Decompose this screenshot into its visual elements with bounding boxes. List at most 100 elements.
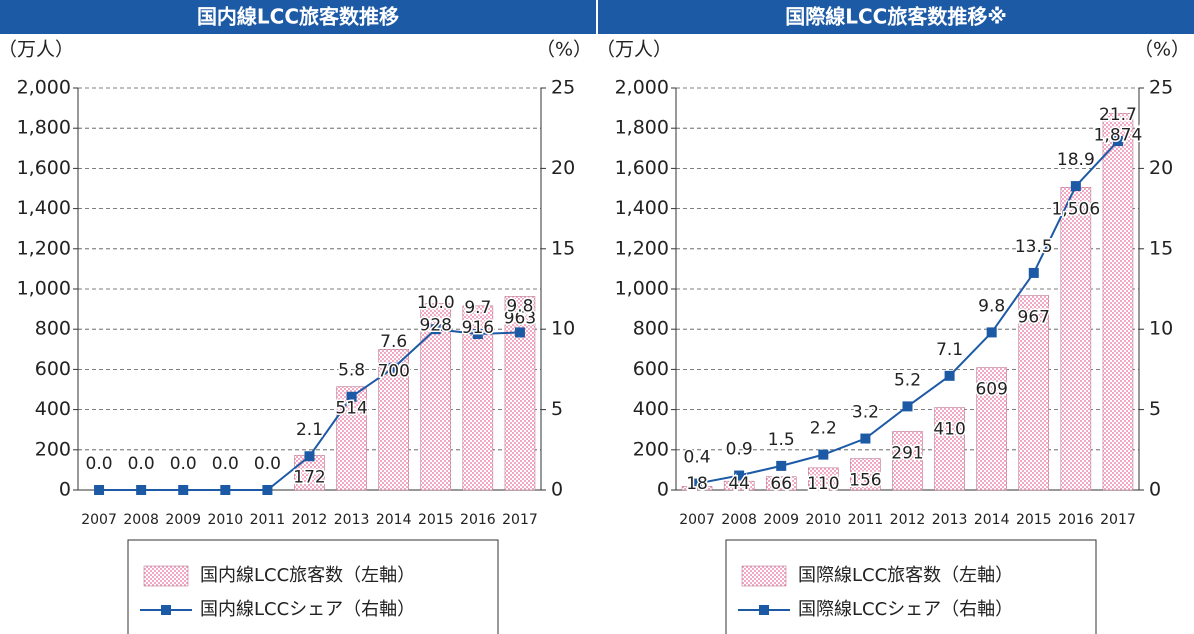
y2-tick-label: 0 bbox=[1149, 479, 1161, 501]
legend-marker bbox=[161, 605, 171, 615]
share-value-label: 7.1 bbox=[936, 340, 963, 360]
share-value-label: 0.0 bbox=[86, 454, 113, 474]
x-tick-label: 2016 bbox=[460, 512, 496, 528]
y-tick-label: 1,800 bbox=[615, 117, 669, 139]
y-tick-label: 0 bbox=[657, 479, 669, 501]
share-value-label: 0.0 bbox=[254, 454, 281, 474]
chart-title: 国際線LCC旅客数推移※ bbox=[785, 5, 1007, 29]
y-tick-label: 1,600 bbox=[17, 157, 71, 179]
bar-value-label: 609 bbox=[975, 380, 1007, 400]
y2-axis-unit: （%） bbox=[1134, 39, 1190, 61]
bar bbox=[976, 367, 1007, 491]
y-tick-label: 600 bbox=[35, 358, 71, 380]
y-tick-label: 200 bbox=[35, 438, 71, 460]
bar-value-label: 291 bbox=[891, 444, 923, 464]
x-tick-label: 2009 bbox=[763, 512, 799, 528]
legend-label: 国内線LCC旅客数（左軸） bbox=[200, 565, 415, 586]
y2-tick-label: 20 bbox=[1149, 157, 1173, 179]
chart-title: 国内線LCC旅客数推移 bbox=[197, 5, 399, 29]
x-tick-label: 2016 bbox=[1058, 512, 1094, 528]
bar-value-label: 967 bbox=[1018, 308, 1050, 328]
bar-value-label: 963 bbox=[504, 308, 536, 328]
bar-value-label: 18 bbox=[686, 474, 708, 494]
legend-label: 国際線LCCシェア（右軸） bbox=[798, 599, 1013, 620]
line-marker bbox=[304, 451, 315, 462]
legend-swatch bbox=[741, 565, 787, 587]
share-value-label: 0.0 bbox=[128, 454, 155, 474]
share-value-label: 9.8 bbox=[978, 296, 1005, 316]
y2-tick-label: 10 bbox=[1149, 318, 1173, 340]
share-value-label: 3.2 bbox=[852, 403, 879, 423]
legend-label: 国際線LCC旅客数（左軸） bbox=[798, 565, 1013, 586]
x-tick-label: 2012 bbox=[890, 512, 926, 528]
x-tick-label: 2010 bbox=[805, 512, 841, 528]
bar bbox=[892, 431, 923, 491]
share-value-label: 13.5 bbox=[1015, 237, 1053, 257]
x-tick-label: 2013 bbox=[334, 512, 370, 528]
bar bbox=[850, 458, 881, 491]
legend-box bbox=[725, 539, 1097, 634]
line-marker bbox=[986, 327, 997, 338]
y-tick-label: 1,200 bbox=[17, 237, 71, 259]
y2-tick-label: 25 bbox=[1149, 77, 1173, 99]
share-value-label: 18.9 bbox=[1057, 150, 1095, 170]
y-tick-label: 800 bbox=[35, 318, 71, 340]
bar bbox=[1060, 187, 1092, 491]
y-tick-label: 800 bbox=[633, 318, 669, 340]
bar-value-label: 66 bbox=[770, 474, 792, 494]
y-tick-label: 2,000 bbox=[17, 77, 71, 99]
y-tick-label: 1,400 bbox=[615, 197, 669, 219]
x-tick-label: 2007 bbox=[679, 512, 715, 528]
y-tick-label: 0 bbox=[59, 479, 71, 501]
y-axis-unit: （万人） bbox=[0, 39, 74, 61]
y-tick-label: 1,000 bbox=[17, 278, 71, 300]
legend-box bbox=[127, 539, 499, 634]
y-tick-label: 200 bbox=[633, 438, 669, 460]
x-tick-label: 2013 bbox=[932, 512, 968, 528]
bar-value-label: 1,874 bbox=[1094, 125, 1143, 145]
x-tick-label: 2014 bbox=[974, 512, 1010, 528]
bar-value-label: 700 bbox=[377, 361, 409, 381]
bar bbox=[723, 480, 755, 491]
y-tick-label: 400 bbox=[633, 398, 669, 420]
line-marker bbox=[220, 485, 231, 495]
line-marker bbox=[944, 370, 955, 381]
share-value-label: 0.0 bbox=[170, 454, 197, 474]
line-marker bbox=[472, 329, 483, 340]
bar-value-label: 1,506 bbox=[1052, 199, 1101, 219]
bar-value-label: 514 bbox=[335, 399, 367, 419]
legend-swatch bbox=[143, 565, 189, 587]
y-axis-unit: （万人） bbox=[596, 39, 672, 61]
bar bbox=[934, 407, 965, 491]
title-bar bbox=[0, 0, 596, 34]
share-value-label: 9.7 bbox=[464, 298, 491, 318]
line-marker bbox=[902, 401, 913, 412]
bar-value-label: 172 bbox=[293, 467, 325, 487]
bar bbox=[1102, 113, 1134, 491]
share-value-label: 9.8 bbox=[506, 296, 533, 316]
y2-tick-label: 10 bbox=[551, 318, 575, 340]
y-tick-label: 600 bbox=[633, 358, 669, 380]
x-tick-label: 2017 bbox=[1100, 512, 1136, 528]
x-tick-label: 2008 bbox=[123, 512, 159, 528]
line-marker bbox=[514, 327, 525, 338]
line-marker bbox=[388, 362, 399, 373]
x-tick-label: 2017 bbox=[502, 512, 538, 528]
y-tick-label: 1,600 bbox=[615, 157, 669, 179]
bar-value-label: 110 bbox=[807, 474, 839, 494]
share-value-label: 7.6 bbox=[380, 332, 407, 352]
share-value-label: 2.1 bbox=[296, 420, 323, 440]
share-value-label: 5.8 bbox=[338, 361, 365, 381]
line-marker bbox=[860, 433, 871, 444]
share-value-label: 10.0 bbox=[417, 293, 455, 313]
line-marker bbox=[1028, 267, 1039, 278]
y2-tick-label: 20 bbox=[551, 157, 575, 179]
bar bbox=[1018, 295, 1050, 491]
bar bbox=[336, 386, 367, 491]
y-tick-label: 400 bbox=[35, 398, 71, 420]
line-marker bbox=[262, 485, 273, 495]
line-marker bbox=[346, 391, 357, 402]
share-value-label: 0.0 bbox=[212, 454, 239, 474]
bar-value-label: 44 bbox=[728, 474, 750, 494]
